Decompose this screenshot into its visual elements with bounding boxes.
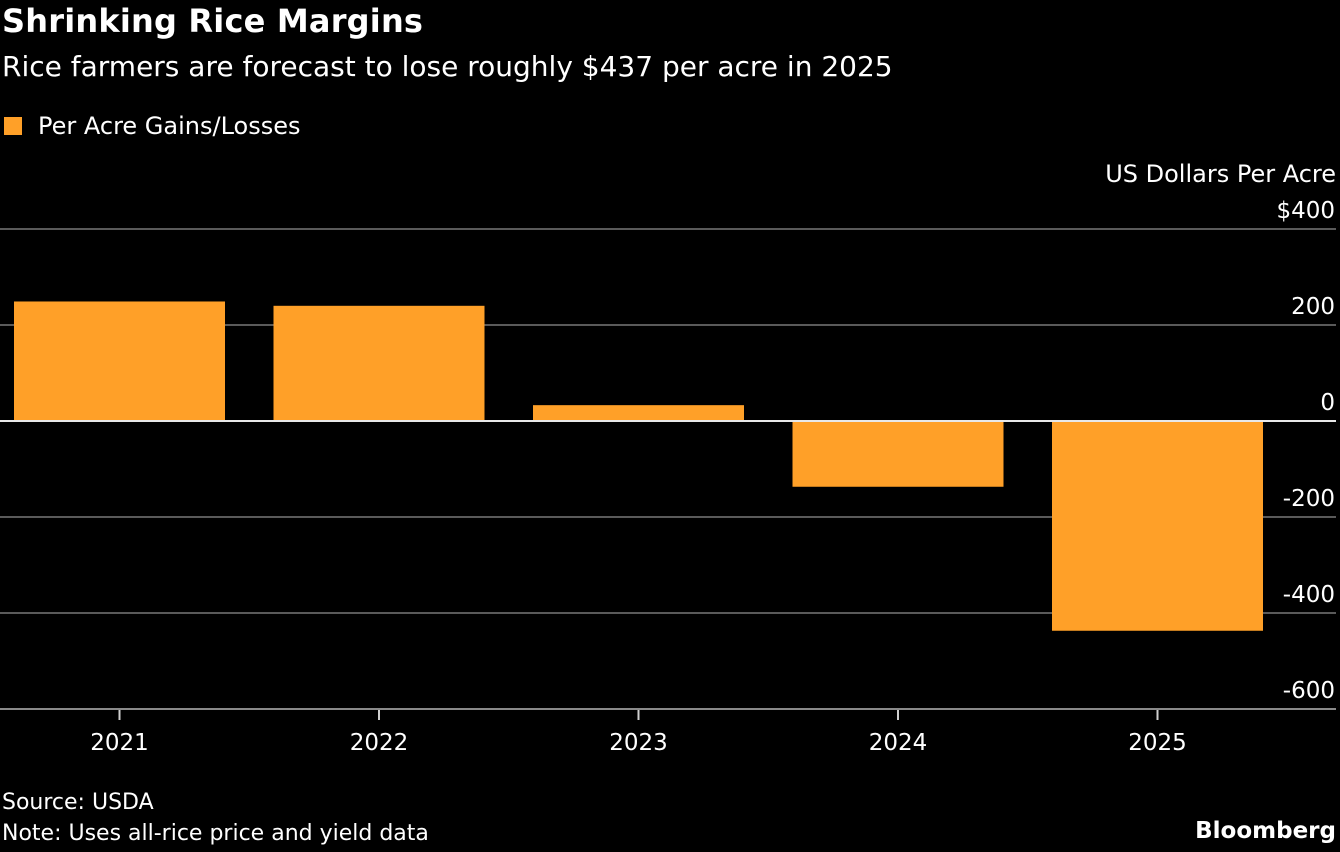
- y-axis-label: US Dollars Per Acre: [1105, 160, 1336, 188]
- bar-2025: [1052, 421, 1263, 631]
- bar-2023: [533, 405, 744, 421]
- bar-2021: [14, 301, 225, 421]
- x-tick-label: 2021: [90, 730, 149, 756]
- footnote: Note: Uses all-rice price and yield data: [2, 821, 429, 846]
- x-tick-label: 2025: [1128, 730, 1187, 756]
- legend-label: Per Acre Gains/Losses: [38, 112, 301, 140]
- x-tick-label: 2022: [350, 730, 409, 756]
- x-tick-label: 2023: [609, 730, 668, 756]
- legend: Per Acre Gains/Losses: [4, 112, 301, 140]
- source-note: Source: USDA: [2, 790, 154, 815]
- chart-subtitle: Rice farmers are forecast to lose roughl…: [2, 50, 893, 83]
- bar-2024: [792, 421, 1004, 487]
- legend-swatch: [4, 117, 22, 135]
- brand-logo: Bloomberg: [1195, 818, 1336, 844]
- y-tick-label: -600: [1283, 678, 1335, 704]
- y-tick-label: 0: [1320, 390, 1335, 416]
- chart-title: Shrinking Rice Margins: [2, 2, 424, 40]
- y-tick-label: -200: [1283, 486, 1335, 512]
- bar-2022: [273, 305, 485, 421]
- x-tick-label: 2024: [869, 730, 928, 756]
- y-tick-label: -400: [1283, 582, 1335, 608]
- y-tick-label: $400: [1276, 198, 1335, 224]
- y-tick-label: 200: [1291, 294, 1335, 320]
